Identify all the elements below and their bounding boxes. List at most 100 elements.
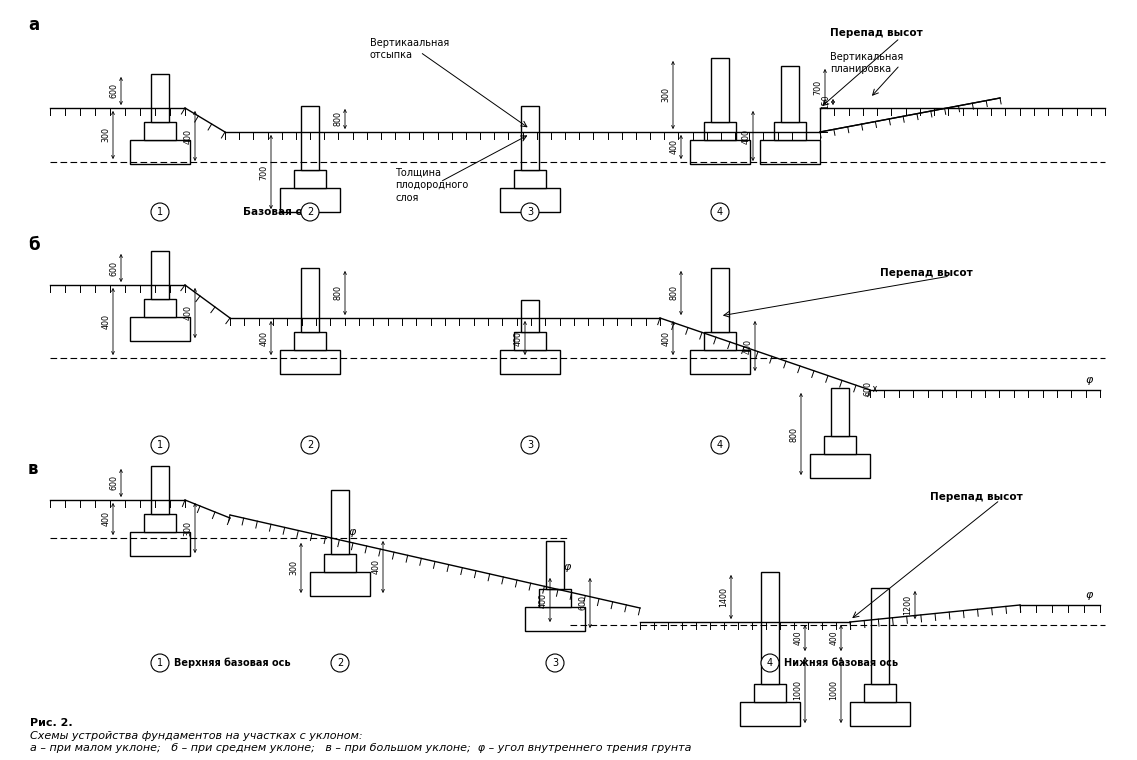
Bar [690, 350, 750, 374]
Text: 400: 400 [372, 559, 381, 575]
Text: 400: 400 [514, 331, 523, 346]
Bar [294, 332, 326, 350]
Bar [144, 299, 176, 317]
Bar [144, 122, 176, 140]
Text: 2: 2 [307, 207, 313, 217]
Bar [500, 350, 561, 374]
Bar [521, 106, 539, 170]
Text: 1: 1 [157, 207, 163, 217]
Bar [144, 514, 176, 532]
Text: 400: 400 [101, 511, 110, 527]
Circle shape [521, 203, 539, 221]
Text: 2: 2 [337, 658, 343, 668]
Text: 800: 800 [333, 286, 342, 300]
Circle shape [301, 436, 319, 454]
Bar [280, 350, 340, 374]
Text: Перепад высот: Перепад высот [930, 492, 1023, 502]
Bar [331, 490, 349, 554]
Bar [514, 170, 546, 188]
Bar [130, 532, 190, 556]
Bar [144, 299, 176, 317]
Circle shape [711, 436, 729, 454]
Bar [754, 684, 786, 702]
Bar [144, 122, 176, 140]
Circle shape [301, 203, 319, 221]
Text: 300: 300 [183, 521, 192, 536]
Bar [761, 572, 779, 684]
Bar [301, 268, 319, 332]
Bar [525, 607, 586, 631]
Bar [711, 58, 729, 122]
Bar [301, 106, 319, 170]
Text: 400: 400 [794, 631, 803, 645]
Bar [864, 684, 896, 702]
Bar [324, 554, 356, 572]
Bar [144, 514, 176, 532]
Bar [500, 188, 561, 212]
Text: б: б [28, 236, 40, 254]
Text: 400: 400 [183, 306, 192, 321]
Text: 300: 300 [290, 560, 299, 575]
Bar [850, 702, 910, 726]
Text: φ: φ [348, 527, 356, 537]
Text: 800: 800 [670, 286, 679, 300]
Text: а: а [28, 16, 39, 34]
Bar [514, 170, 546, 188]
Bar [525, 607, 586, 631]
Text: 400: 400 [670, 140, 679, 154]
Text: 3: 3 [526, 207, 533, 217]
Bar [760, 140, 820, 164]
Bar [280, 188, 340, 212]
Text: 1000: 1000 [830, 680, 838, 700]
Bar [130, 317, 190, 341]
Text: 1200: 1200 [904, 595, 913, 615]
Text: φ: φ [1085, 375, 1093, 385]
Circle shape [331, 654, 349, 672]
Bar [864, 684, 896, 702]
Text: Перепад высот: Перепад высот [830, 28, 923, 38]
Text: 4: 4 [767, 658, 773, 668]
Circle shape [521, 436, 539, 454]
Text: 150: 150 [822, 95, 830, 109]
Text: 600: 600 [109, 261, 118, 276]
Circle shape [151, 203, 169, 221]
Bar [740, 702, 800, 726]
Text: 4: 4 [717, 207, 723, 217]
Bar [760, 140, 820, 164]
Text: в: в [28, 460, 39, 478]
Text: Вертикальная
планировка: Вертикальная планировка [830, 52, 903, 74]
Text: Вертикаальная
отсыпка: Вертикаальная отсыпка [370, 38, 449, 60]
Text: 600: 600 [109, 476, 118, 490]
Text: Перепад высот: Перепад высот [880, 268, 973, 278]
Bar [824, 436, 856, 454]
Bar [280, 350, 340, 374]
Circle shape [151, 436, 169, 454]
Text: 1400: 1400 [720, 587, 729, 607]
Text: 400: 400 [662, 331, 671, 346]
Text: Базовая ось: Базовая ось [243, 207, 316, 217]
Bar [690, 140, 750, 164]
Text: 600: 600 [863, 382, 872, 397]
Bar [704, 122, 736, 140]
Circle shape [151, 654, 169, 672]
Bar [151, 466, 169, 514]
Bar [294, 332, 326, 350]
Text: Нижняя базовая ось: Нижняя базовая ось [785, 658, 898, 668]
Bar [704, 332, 736, 350]
Text: 700: 700 [813, 80, 822, 94]
Bar [151, 251, 169, 299]
Bar [500, 350, 561, 374]
Circle shape [546, 654, 564, 672]
Text: 300: 300 [662, 87, 671, 103]
Text: 400: 400 [183, 128, 192, 144]
Text: Толщина
плодородного
слоя: Толщина плодородного слоя [395, 168, 468, 203]
Bar [130, 140, 190, 164]
Text: 400: 400 [259, 331, 268, 346]
Text: Рис. 2.: Рис. 2. [30, 718, 73, 728]
Bar [521, 300, 539, 332]
Bar [871, 588, 889, 684]
Text: 1000: 1000 [794, 680, 803, 700]
Bar [130, 532, 190, 556]
Text: 1: 1 [157, 658, 163, 668]
Bar [539, 589, 571, 607]
